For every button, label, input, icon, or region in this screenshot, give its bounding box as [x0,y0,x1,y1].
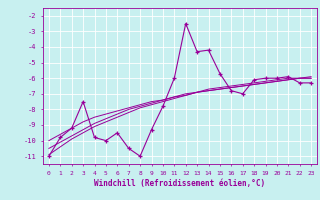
X-axis label: Windchill (Refroidissement éolien,°C): Windchill (Refroidissement éolien,°C) [94,179,266,188]
